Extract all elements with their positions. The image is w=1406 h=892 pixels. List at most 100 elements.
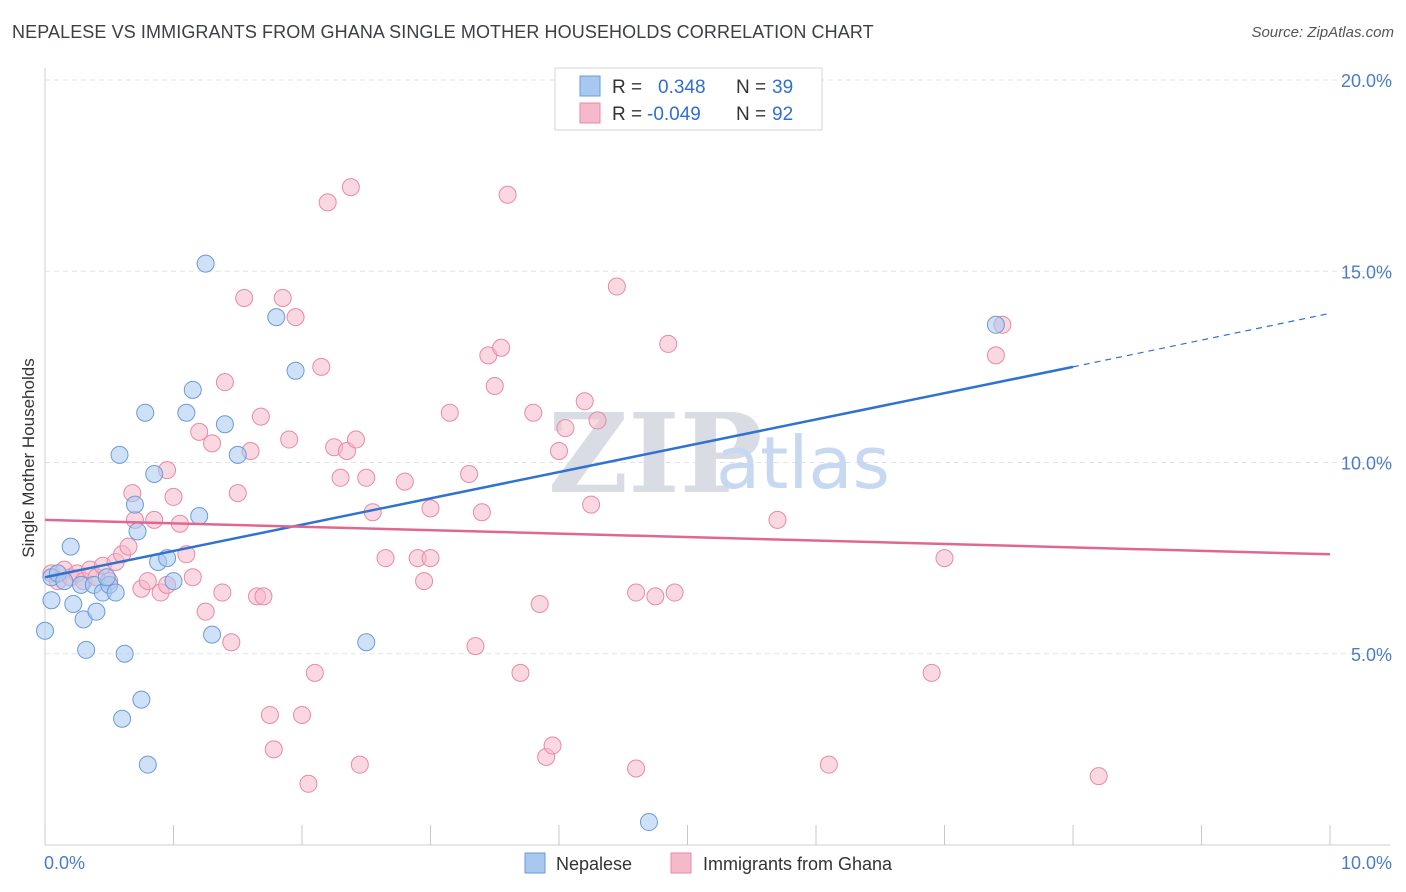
chart-title: NEPALESE VS IMMIGRANTS FROM GHANA SINGLE… bbox=[12, 22, 874, 42]
ghana-point bbox=[659, 334, 678, 353]
ghana-point bbox=[183, 568, 202, 587]
nepalese-point bbox=[228, 445, 247, 464]
ghana-point bbox=[312, 357, 331, 376]
ghana-point bbox=[138, 572, 157, 591]
ghana-point bbox=[299, 774, 318, 793]
ghana-point bbox=[164, 487, 183, 506]
ghana-point bbox=[222, 633, 241, 652]
x-tick-label: 0.0% bbox=[44, 853, 85, 873]
ghana-point bbox=[492, 338, 511, 357]
x-tick-label: 10.0% bbox=[1341, 853, 1392, 873]
series-nepalese-points bbox=[36, 254, 1005, 832]
nepalese-point bbox=[106, 583, 125, 602]
ghana-point bbox=[376, 549, 395, 568]
watermark: ZIP atlas bbox=[548, 389, 890, 518]
legend-r-label: R = bbox=[612, 104, 642, 125]
y-tick-label: 20.0% bbox=[1341, 71, 1392, 91]
bottom-legend: Nepalese Immigrants from Ghana bbox=[524, 852, 893, 874]
legend-n-label: N = bbox=[736, 104, 766, 125]
ghana-point bbox=[196, 602, 215, 621]
nepalese-point bbox=[136, 403, 155, 422]
nepalese-point bbox=[64, 595, 83, 614]
ghana-point bbox=[768, 510, 787, 529]
ghana-point bbox=[1089, 767, 1108, 786]
y-tick-label: 5.0% bbox=[1351, 645, 1392, 665]
ghana-point bbox=[346, 430, 365, 449]
ghana-point bbox=[280, 430, 299, 449]
ghana-point bbox=[203, 434, 222, 453]
axes bbox=[44, 68, 1390, 846]
ghana-point bbox=[922, 663, 941, 682]
ghana-point bbox=[582, 495, 601, 514]
nepalese-point bbox=[164, 572, 183, 591]
legend-n-label: N = bbox=[736, 77, 766, 98]
ghana-point bbox=[665, 583, 684, 602]
ghana-point bbox=[264, 740, 283, 759]
ghana-point bbox=[935, 549, 954, 568]
nepalese-point bbox=[61, 537, 80, 556]
nepalese-trend-extension bbox=[1072, 312, 1331, 368]
ghana-point bbox=[145, 510, 164, 529]
nepalese-point bbox=[36, 621, 54, 640]
ghana-point bbox=[293, 705, 311, 724]
ghana-point bbox=[260, 705, 279, 724]
bottom-legend-swatch-nepalese bbox=[524, 852, 546, 874]
ghana-point bbox=[286, 308, 305, 327]
nepalese-point bbox=[87, 602, 106, 621]
ghana-point bbox=[627, 583, 646, 602]
bottom-legend-ghana: Immigrants from Ghana bbox=[703, 854, 893, 874]
ghana-point bbox=[415, 572, 434, 591]
y-tick-label: 10.0% bbox=[1341, 454, 1392, 474]
nepalese-point bbox=[639, 813, 658, 832]
nepalese-point bbox=[357, 633, 376, 652]
ghana-trend-line bbox=[44, 518, 1331, 556]
nepalese-point bbox=[42, 591, 61, 610]
nepalese-point bbox=[986, 315, 1005, 334]
nepalese-point bbox=[138, 755, 157, 774]
ghana-point bbox=[305, 663, 324, 682]
nepalese-point bbox=[145, 464, 164, 483]
ghana-point bbox=[485, 377, 504, 395]
nepalese-point bbox=[132, 690, 151, 709]
legend-n-value: 92 bbox=[772, 104, 793, 125]
ghana-point bbox=[395, 472, 414, 491]
ghana-point bbox=[213, 583, 232, 602]
bottom-legend-nepalese: Nepalese bbox=[556, 854, 632, 874]
legend-r-value: -0.049 bbox=[647, 104, 701, 125]
nepalese-point bbox=[110, 445, 129, 464]
nepalese-point bbox=[125, 495, 144, 514]
legend: R = 0.348 N = 39 R = -0.049 N = 92 bbox=[554, 67, 823, 131]
y-tick-label: 15.0% bbox=[1341, 262, 1392, 282]
ghana-point bbox=[498, 185, 517, 204]
ghana-point bbox=[341, 178, 360, 197]
nepalese-point bbox=[286, 361, 305, 380]
legend-r-value: 0.348 bbox=[658, 77, 706, 98]
ghana-point bbox=[511, 663, 530, 682]
ghana-point bbox=[318, 193, 337, 212]
nepalese-point bbox=[183, 380, 202, 399]
ghana-point bbox=[530, 595, 549, 614]
grid-lines bbox=[45, 79, 1390, 655]
nepalese-point bbox=[97, 568, 116, 587]
ghana-point bbox=[119, 537, 138, 556]
nepalese-point bbox=[177, 403, 196, 422]
ghana-point bbox=[550, 442, 568, 461]
ghana-point bbox=[646, 587, 665, 606]
legend-swatch-ghana bbox=[579, 102, 601, 124]
ghana-point bbox=[627, 759, 646, 778]
ghana-point bbox=[357, 468, 376, 487]
nepalese-point bbox=[267, 308, 286, 327]
nepalese-trend-line bbox=[44, 365, 1074, 579]
ghana-point bbox=[215, 373, 234, 392]
ghana-point bbox=[350, 755, 369, 774]
nepalese-point bbox=[115, 644, 134, 663]
ghana-point bbox=[254, 587, 273, 606]
ghana-point bbox=[440, 403, 459, 422]
ghana-point bbox=[331, 468, 350, 487]
bottom-legend-swatch-ghana bbox=[670, 852, 692, 874]
ghana-point bbox=[588, 411, 607, 430]
nepalese-point bbox=[113, 709, 132, 728]
ghana-point bbox=[472, 503, 491, 522]
ghana-point bbox=[190, 422, 209, 441]
